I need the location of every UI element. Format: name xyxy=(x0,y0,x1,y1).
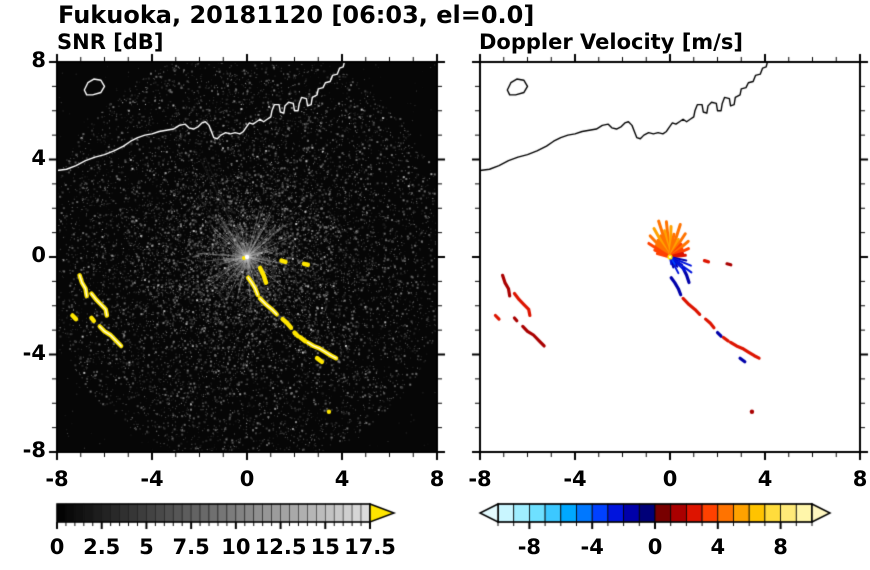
snr-colorbar-label: 10 xyxy=(221,535,251,559)
y-tick-label: -8 xyxy=(22,438,46,462)
snr-colorbar-label: 0 xyxy=(49,535,65,559)
doppler-colorbar-canvas xyxy=(462,498,847,532)
doppler-x-tick-label: 8 xyxy=(852,467,868,491)
doppler-x-tick-label: 4 xyxy=(757,467,773,491)
snr-colorbar-label: 5 xyxy=(139,535,154,559)
snr-x-tick-label: -4 xyxy=(140,467,164,491)
snr-x-tick-label: -8 xyxy=(45,467,69,491)
snr-colorbar-label: 12.5 xyxy=(254,535,307,559)
doppler-x-tick-label: -8 xyxy=(468,467,492,491)
doppler-colorbar-label: -4 xyxy=(580,535,604,559)
doppler-colorbar-label: -8 xyxy=(517,535,542,559)
doppler-colorbar-label: 8 xyxy=(773,535,788,559)
snr-colorbar-label: 2.5 xyxy=(83,535,121,559)
snr-colorbar-canvas xyxy=(45,498,415,532)
snr-colorbar-label: 17.5 xyxy=(344,535,396,559)
doppler-x-tick-label: 0 xyxy=(662,467,678,491)
doppler-plot-canvas xyxy=(456,50,870,470)
y-tick-label: -4 xyxy=(22,340,46,365)
doppler-colorbar-label: 4 xyxy=(710,535,726,559)
y-tick-label: 0 xyxy=(31,243,46,267)
y-tick-label: 4 xyxy=(31,145,46,170)
page-title: Fukuoka, 20181120 [06:03, el=0.0] xyxy=(58,1,535,29)
doppler-colorbar-label: 0 xyxy=(647,535,663,559)
doppler-x-tick-label: -4 xyxy=(563,467,587,491)
snr-x-tick-label: 8 xyxy=(429,467,445,491)
snr-colorbar-label: 15 xyxy=(310,535,340,559)
y-tick-label: 8 xyxy=(31,48,46,72)
snr-colorbar-label: 7.5 xyxy=(172,535,210,559)
snr-plot-canvas xyxy=(33,50,457,470)
snr-x-tick-label: 4 xyxy=(334,467,350,491)
snr-x-tick-label: 0 xyxy=(239,467,255,491)
